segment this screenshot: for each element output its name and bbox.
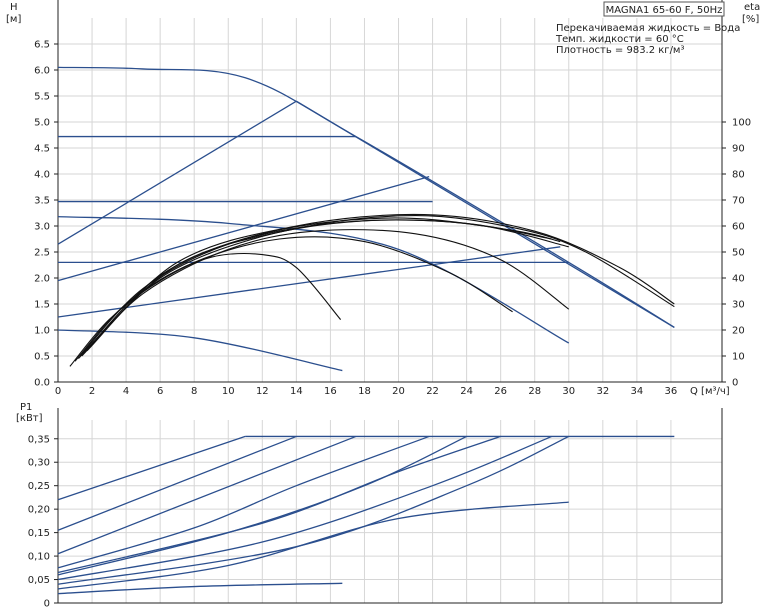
head-y-tick-label: 4.5	[34, 144, 50, 155]
power-curve-0	[57, 435, 246, 501]
power-curve-7	[57, 501, 569, 590]
eta-tick-label: 50	[732, 248, 745, 259]
eta-tick-label: 80	[732, 170, 745, 181]
head-x-tick-label: 8	[191, 386, 197, 397]
head-x-tick-label: 14	[290, 386, 303, 397]
head-y-tick-label: 2.0	[34, 274, 50, 285]
head-y-tick-label: 2.5	[34, 248, 50, 259]
head-y-tick-label: 1.0	[34, 326, 50, 337]
eta-tick-label: 20	[732, 326, 745, 337]
head-y-tick-label: 0.0	[34, 378, 50, 389]
head-x-tick-label: 28	[528, 386, 541, 397]
head-curve-7	[57, 215, 570, 344]
head-curve-2	[57, 175, 430, 282]
power-curve-4	[57, 435, 467, 576]
efficiency-curve-0	[69, 252, 342, 367]
efficiency-curve-7	[86, 213, 675, 352]
head-x-tick-label: 22	[426, 386, 439, 397]
power-curve-6	[57, 435, 570, 585]
power-chart-curves	[57, 435, 675, 595]
head-y-tick-label: 5.0	[34, 118, 50, 129]
head-x-tick-label: 30	[562, 386, 575, 397]
eta-axis-title: eta	[744, 2, 760, 13]
info-fluid: Перекачиваемая жидкость = Вода	[556, 23, 740, 34]
power-y-tick-label: 0,25	[28, 481, 50, 492]
head-x-tick-label: 32	[596, 386, 609, 397]
power-y-tick-label: 0,20	[28, 505, 50, 516]
power-axis-title: P1	[20, 402, 32, 413]
head-x-tick-label: 6	[157, 386, 163, 397]
head-x-tick-label: 18	[358, 386, 371, 397]
head-x-tick-label: 10	[222, 386, 235, 397]
chart-title: MAGNA1 65-60 F, 50Hz	[606, 5, 723, 16]
power-y-tick-label: 0,35	[28, 434, 50, 445]
title-box	[603, 1, 725, 17]
efficiency-curve-5	[83, 217, 569, 354]
power-curve-5	[57, 435, 552, 581]
efficiency-curve-2	[78, 229, 570, 359]
head-curve-1	[57, 100, 297, 245]
head-x-tick-label: 16	[324, 386, 337, 397]
head-y-tick-label: 4.0	[34, 170, 50, 181]
power-curve-2	[57, 435, 357, 555]
head-x-tick-label: 4	[123, 386, 129, 397]
info-temp: Темп. жидкости = 60 °C	[555, 34, 684, 45]
power-y-tick-label: 0	[44, 599, 50, 610]
head-x-tick-label: 36	[665, 386, 678, 397]
eta-tick-label: 30	[732, 300, 745, 311]
head-x-tick-label: 26	[494, 386, 507, 397]
info-density: Плотность = 983.2 кг/м³	[556, 45, 685, 56]
head-x-tick-label: 2	[89, 386, 95, 397]
head-x-tick-label: 24	[460, 386, 473, 397]
power-curve-1	[57, 435, 297, 531]
power-curve-3	[57, 435, 430, 569]
efficiency-curve-3	[79, 219, 561, 357]
head-x-tick-label: 0	[55, 386, 61, 397]
head-chart-grid	[54, 0, 726, 383]
head-y-tick-label: 6.5	[34, 40, 50, 51]
head-axis-title: H	[10, 2, 18, 13]
eta-tick-label: 70	[732, 196, 745, 207]
eta-tick-label: 90	[732, 144, 745, 155]
head-y-tick-label: 3.0	[34, 222, 50, 233]
power-chart-grid	[54, 408, 723, 604]
efficiency-curve-6	[84, 215, 675, 352]
eta-tick-label: 40	[732, 274, 745, 285]
eta-axis-unit: [%]	[742, 14, 759, 25]
eta-tick-label: 10	[732, 352, 745, 363]
power-axis-unit: [кВт]	[16, 413, 43, 424]
head-chart-curves	[57, 66, 675, 372]
eta-tick-label: 100	[732, 118, 751, 129]
eta-tick-label: 60	[732, 222, 745, 233]
head-y-tick-label: 0.5	[34, 352, 50, 363]
head-y-tick-label: 5.5	[34, 92, 50, 103]
head-x-tick-label: 12	[256, 386, 269, 397]
power-y-tick-label: 0,15	[28, 528, 50, 539]
head-y-tick-label: 6.0	[34, 66, 50, 77]
head-x-tick-label: 34	[631, 386, 644, 397]
power-y-tick-label: 0,10	[28, 552, 50, 563]
power-curve-8	[57, 582, 343, 595]
power-y-tick-label: 0,05	[28, 575, 50, 586]
head-x-tick-label: 20	[392, 386, 405, 397]
power-curve-10	[57, 435, 501, 574]
axis-labels: 0 2 4 6 8 10 12 14 16 18 20 22 24 26 28 30 32 34 360.00.51…	[6, 2, 760, 610]
efficiency-curve-1	[74, 236, 513, 362]
head-curve-8	[57, 329, 343, 372]
eta-tick-label: 0	[732, 378, 738, 389]
power-y-tick-label: 0,30	[28, 458, 50, 469]
head-curve-9	[296, 100, 675, 328]
head-y-tick-label: 1.5	[34, 300, 50, 311]
x-axis-title: Q [м³/ч]	[690, 386, 730, 397]
head-y-tick-label: 3.5	[34, 196, 50, 207]
head-axis-unit: [м]	[6, 14, 21, 25]
head-curve-3	[57, 246, 561, 318]
efficiency-curve-4	[81, 219, 552, 357]
